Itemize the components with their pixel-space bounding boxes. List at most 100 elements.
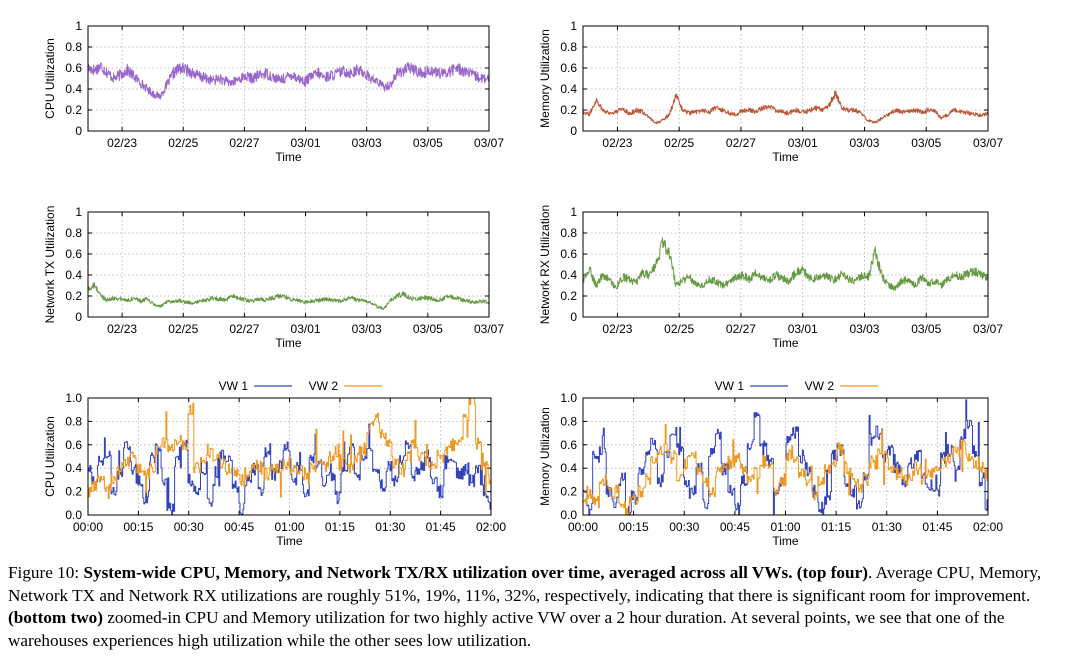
y-tick-label: 0.6 bbox=[560, 438, 577, 452]
axis-frame bbox=[87, 397, 492, 516]
y-tick-label: 0.8 bbox=[560, 40, 577, 54]
x-tick-label: 03/03 bbox=[352, 136, 382, 150]
x-tick-label: 02/23 bbox=[602, 322, 632, 336]
x-tick-label: 01:00 bbox=[770, 520, 800, 534]
x-tick-label: 01:15 bbox=[325, 520, 355, 534]
x-tick-label: 02/27 bbox=[229, 136, 259, 150]
y-axis-label: Memory Utilization bbox=[538, 29, 552, 128]
x-tick-label: 02/23 bbox=[107, 322, 137, 336]
y-tick-label: 0.8 bbox=[65, 226, 82, 240]
x-tick-label: 02/27 bbox=[726, 136, 756, 150]
x-tick-label: 03/07 bbox=[474, 136, 504, 150]
series-line-vw-2 bbox=[88, 397, 492, 499]
x-tick-label: 00:30 bbox=[174, 520, 204, 534]
y-tick-label: 0.2 bbox=[65, 289, 82, 303]
x-tick-label: 03/01 bbox=[291, 322, 321, 336]
y-tick-label: 0.4 bbox=[560, 82, 577, 96]
x-tick-label: 02/27 bbox=[229, 322, 259, 336]
y-tick-label: 0.0 bbox=[560, 508, 577, 522]
y-tick-label: 0.4 bbox=[560, 268, 577, 282]
x-tick-label: 03/05 bbox=[413, 322, 443, 336]
chart-tx-week: 0 0.2 0.4 0.6 0.8 1 02/23 02/25 02/27 03/01 03/03 0… bbox=[43, 205, 504, 350]
x-axis-label: Time bbox=[276, 534, 303, 548]
axis-frame bbox=[582, 211, 989, 318]
axis-frame bbox=[582, 25, 989, 132]
x-axis-label: Time bbox=[275, 336, 302, 350]
y-tick-label: 0.2 bbox=[65, 485, 82, 499]
y-tick-label: 0.6 bbox=[560, 247, 577, 261]
caption-prefix: Figure 10: bbox=[8, 563, 84, 582]
figure-caption: Figure 10: System-wide CPU, Memory, and … bbox=[8, 562, 1074, 652]
x-tick-label: 03/03 bbox=[352, 322, 382, 336]
chart-cpu-2h: 0.0 0.2 0.4 0.6 0.8 1.0 00:00 00:15 00:30 00:45 01… bbox=[43, 379, 506, 548]
caption-text-1: . Average CPU, Memory, Network TX and Ne… bbox=[8, 563, 1042, 605]
x-tick-label: 02:00 bbox=[476, 520, 506, 534]
chart-cpu-week: 0 0.2 0.4 0.6 0.8 1 02/23 02/25 02/27 03/01 03/03 0… bbox=[43, 19, 504, 164]
y-tick-label: 0.8 bbox=[65, 414, 82, 428]
y-axis-label: Network RX Utilization bbox=[538, 205, 552, 324]
chart-mem-week: 0 0.2 0.4 0.6 0.8 1 02/23 02/25 02/27 03/01 03/03 0… bbox=[538, 19, 1003, 164]
series-line-network-tx bbox=[87, 282, 490, 310]
x-tick-label: 01:45 bbox=[426, 520, 456, 534]
legend-label: VW 2 bbox=[805, 379, 835, 393]
series-line-vw-2 bbox=[583, 423, 989, 516]
chart-mem-2h: 0.0 0.2 0.4 0.6 0.8 1.0 00:00 00:15 00:30 00:45 01… bbox=[538, 379, 1003, 548]
y-tick-label: 0.2 bbox=[65, 103, 82, 117]
y-tick-label: 0.8 bbox=[65, 40, 82, 54]
x-tick-label: 00:15 bbox=[619, 520, 649, 534]
y-tick-label: 0 bbox=[75, 310, 82, 324]
x-axis-label: Time bbox=[772, 534, 799, 548]
x-tick-label: 00:45 bbox=[720, 520, 750, 534]
x-tick-label: 00:00 bbox=[568, 520, 598, 534]
x-tick-label: 03/01 bbox=[788, 322, 818, 336]
legend-label: VW 1 bbox=[219, 379, 249, 393]
y-tick-label: 0 bbox=[570, 124, 577, 138]
y-tick-label: 1.0 bbox=[65, 391, 82, 405]
x-tick-label: 02/25 bbox=[168, 136, 198, 150]
y-tick-label: 0.8 bbox=[560, 414, 577, 428]
y-tick-label: 0.8 bbox=[560, 226, 577, 240]
y-tick-label: 0.4 bbox=[65, 461, 82, 475]
y-tick-label: 0 bbox=[570, 310, 577, 324]
y-tick-label: 0.2 bbox=[560, 485, 577, 499]
caption-bold-top-four: System-wide CPU, Memory, and Network TX/… bbox=[83, 563, 868, 582]
x-tick-label: 03/05 bbox=[911, 136, 941, 150]
x-tick-label: 02/25 bbox=[168, 322, 198, 336]
x-axis-label: Time bbox=[275, 150, 302, 164]
y-tick-label: 0.4 bbox=[65, 82, 82, 96]
legend-label: VW 2 bbox=[309, 379, 339, 393]
y-axis-label: CPU Utilization bbox=[43, 38, 57, 119]
x-tick-label: 00:00 bbox=[73, 520, 103, 534]
y-tick-label: 0.2 bbox=[560, 103, 577, 117]
x-tick-label: 03/05 bbox=[413, 136, 443, 150]
y-tick-label: 0.0 bbox=[65, 508, 82, 522]
series-line-memory bbox=[582, 90, 989, 125]
x-tick-label: 02/27 bbox=[726, 322, 756, 336]
y-tick-label: 1 bbox=[75, 205, 82, 219]
y-tick-label: 0.2 bbox=[560, 289, 577, 303]
x-tick-label: 00:45 bbox=[224, 520, 254, 534]
x-tick-label: 02:00 bbox=[973, 520, 1003, 534]
x-tick-label: 03/03 bbox=[849, 136, 879, 150]
x-tick-label: 03/07 bbox=[973, 322, 1003, 336]
axis-frame bbox=[87, 211, 490, 318]
series-line-network-rx bbox=[582, 237, 989, 291]
x-axis-label: Time bbox=[772, 150, 799, 164]
y-tick-label: 1 bbox=[75, 19, 82, 33]
axis-frame bbox=[582, 397, 989, 516]
y-tick-label: 1 bbox=[570, 205, 577, 219]
x-tick-label: 00:30 bbox=[669, 520, 699, 534]
y-tick-label: 0.6 bbox=[560, 61, 577, 75]
x-tick-label: 03/01 bbox=[788, 136, 818, 150]
x-tick-label: 01:15 bbox=[821, 520, 851, 534]
series-line-cpu bbox=[87, 62, 490, 100]
y-tick-label: 1.0 bbox=[560, 391, 577, 405]
axis-frame bbox=[87, 25, 490, 132]
x-tick-label: 03/01 bbox=[291, 136, 321, 150]
x-tick-label: 03/07 bbox=[474, 322, 504, 336]
y-tick-label: 0.6 bbox=[65, 438, 82, 452]
x-tick-label: 02/25 bbox=[664, 136, 694, 150]
x-tick-label: 01:00 bbox=[274, 520, 304, 534]
x-tick-label: 03/07 bbox=[973, 136, 1003, 150]
figure-panels: 0 0.2 0.4 0.6 0.8 1 02/23 02/25 02/27 03/01 03/03 0… bbox=[43, 19, 1003, 548]
